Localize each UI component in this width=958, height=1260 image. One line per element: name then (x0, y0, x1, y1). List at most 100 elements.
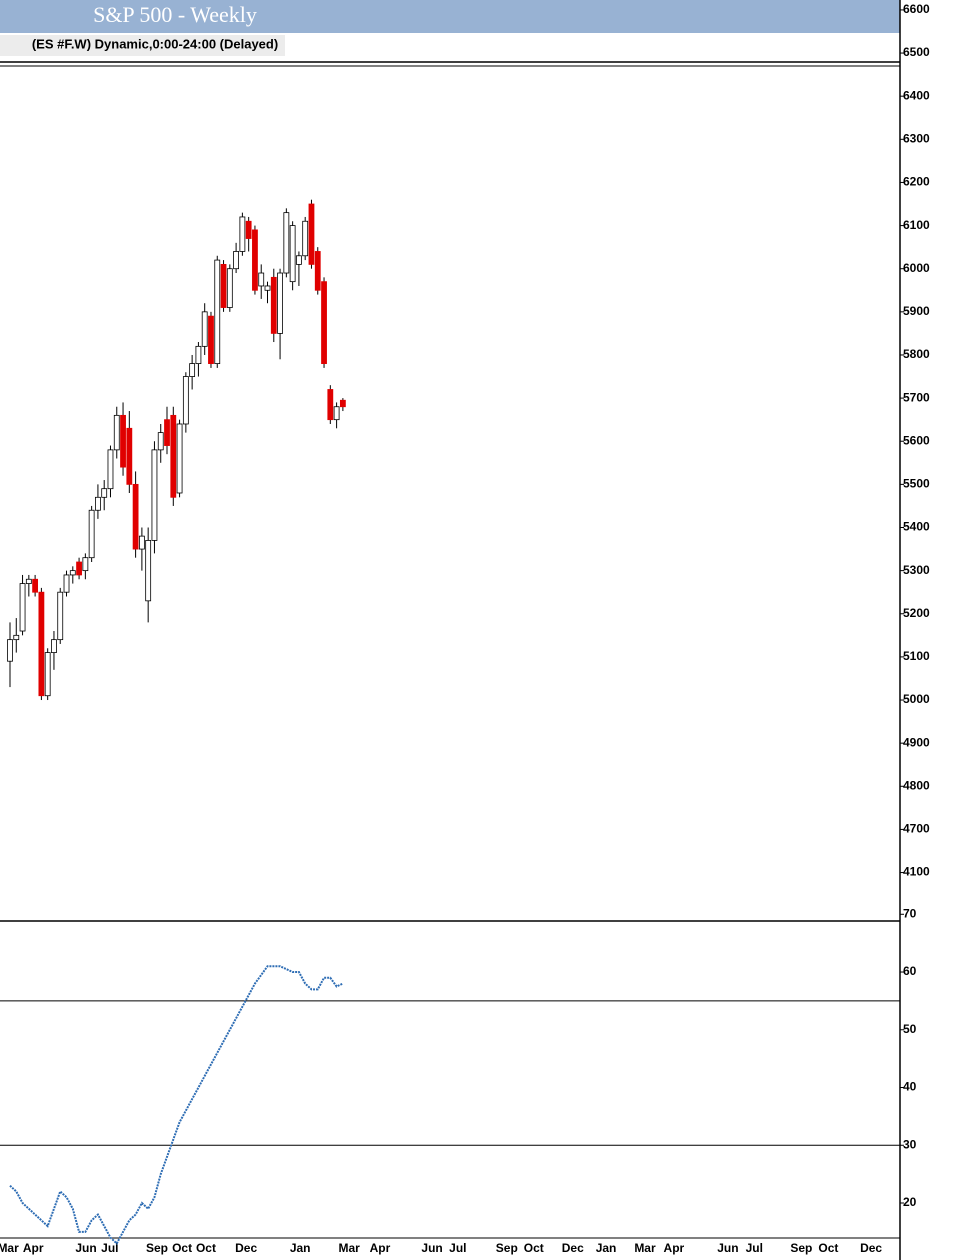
candle-body (226, 268, 233, 308)
candle-body (302, 220, 309, 257)
candle-body (201, 311, 208, 347)
candle-body (126, 427, 133, 485)
candle-body (32, 578, 39, 593)
candle-body (138, 535, 145, 550)
x-tick-label: Jul (449, 1241, 466, 1255)
candle-body (95, 496, 101, 511)
candle-body (321, 281, 327, 365)
y-tick-label: 5300 (903, 563, 930, 577)
y-tick-label: 5800 (903, 347, 930, 361)
y-tick-label: 30 (903, 1137, 917, 1151)
candle-body (277, 272, 283, 334)
x-tick-label: Oct (524, 1241, 544, 1255)
y-tick-label: 40 (903, 1080, 917, 1094)
x-tick-label: Dec (860, 1241, 882, 1255)
candle-body (289, 225, 296, 283)
indicator-line (9, 965, 344, 1246)
candle-body (38, 591, 45, 697)
x-tick-label: Jun (717, 1241, 738, 1255)
x-tick-label: Oct (172, 1241, 192, 1255)
y-tick-label: 60 (903, 964, 917, 978)
candle-body (314, 251, 321, 291)
candle-body (208, 315, 214, 365)
y-tick-label: 5600 (903, 433, 930, 447)
candle-body (107, 449, 114, 490)
candle-body (19, 583, 26, 632)
x-tick-label: Jul (101, 1241, 118, 1255)
x-tick-label: Jan (596, 1241, 617, 1255)
y-tick-label: 4800 (903, 778, 930, 792)
y-tick-label: 50 (903, 1022, 917, 1036)
x-tick-label: Mar (338, 1241, 360, 1255)
candle-body (44, 652, 51, 697)
candle-body (270, 276, 277, 334)
candle-body (25, 578, 32, 584)
candle-body (189, 363, 196, 377)
y-tick-label: 6000 (903, 261, 930, 275)
y-tick-label: 5000 (903, 692, 930, 706)
candle-body (283, 212, 290, 274)
x-tick-label: Sep (146, 1241, 168, 1255)
x-tick-label: Dec (562, 1241, 584, 1255)
y-tick-label: 6200 (903, 175, 930, 189)
x-tick-label: Oct (196, 1241, 216, 1255)
candle-body (245, 220, 252, 239)
candle-body (7, 639, 13, 662)
x-tick-label: Jul (746, 1241, 763, 1255)
candle-body (13, 634, 20, 641)
x-tick-label: Apr (23, 1241, 44, 1255)
y-tick-label: 5100 (903, 649, 930, 663)
y-tick-label: 4700 (903, 822, 930, 836)
candle-body (252, 229, 258, 291)
candle-body (132, 483, 139, 550)
y-tick-label: 6300 (903, 131, 930, 145)
candle-body (239, 216, 246, 252)
y-tick-label: 6100 (903, 218, 930, 232)
candle-body (195, 345, 202, 365)
x-tick-label: Jun (421, 1241, 442, 1255)
candle-body (327, 389, 334, 421)
x-tick-label: Sep (496, 1241, 518, 1255)
candle-body (164, 419, 170, 446)
y-tick-label: 5900 (903, 304, 930, 318)
candle-body (258, 272, 265, 287)
x-tick-label: Apr (370, 1241, 391, 1255)
candle-body (233, 251, 240, 270)
candle-body (214, 259, 221, 365)
y-tick-label: 4100 (903, 865, 930, 879)
x-tick-label: Dec (235, 1241, 257, 1255)
y-tick-label: 5400 (903, 520, 930, 534)
x-tick-label: Mar (0, 1241, 19, 1255)
y-tick-label: 5700 (903, 390, 930, 404)
x-tick-label: Jan (290, 1241, 311, 1255)
y-tick-label: 6500 (903, 45, 930, 59)
x-tick-label: Apr (664, 1241, 685, 1255)
candle-body (88, 509, 95, 559)
subtitle-box (0, 35, 285, 56)
candle-body (120, 414, 126, 468)
candle-body (264, 285, 271, 291)
candle-body (176, 423, 183, 494)
x-tick-label: Jun (75, 1241, 96, 1255)
y-tick-label: 4900 (903, 735, 930, 749)
candle-body (82, 557, 89, 572)
chart-title: S&P 500 - Weekly (93, 2, 257, 27)
x-tick-label: Oct (818, 1241, 838, 1255)
y-tick-label: 20 (903, 1195, 917, 1209)
x-tick-label: Mar (634, 1241, 656, 1255)
candle-body (339, 399, 346, 408)
candle-body (63, 574, 70, 593)
candle-body (113, 414, 120, 451)
y-tick-label: 5200 (903, 606, 930, 620)
chart-subtitle: (ES #F.W) Dynamic,0:00-24:00 (Delayed) (32, 36, 278, 51)
candle-body (76, 561, 82, 576)
candle-body (151, 449, 158, 541)
x-tick-label: Sep (790, 1241, 812, 1255)
candle-body (308, 203, 315, 265)
candle-body (170, 414, 177, 498)
candle-body (145, 540, 152, 602)
title-bar (0, 0, 900, 33)
candle-body (333, 406, 340, 421)
